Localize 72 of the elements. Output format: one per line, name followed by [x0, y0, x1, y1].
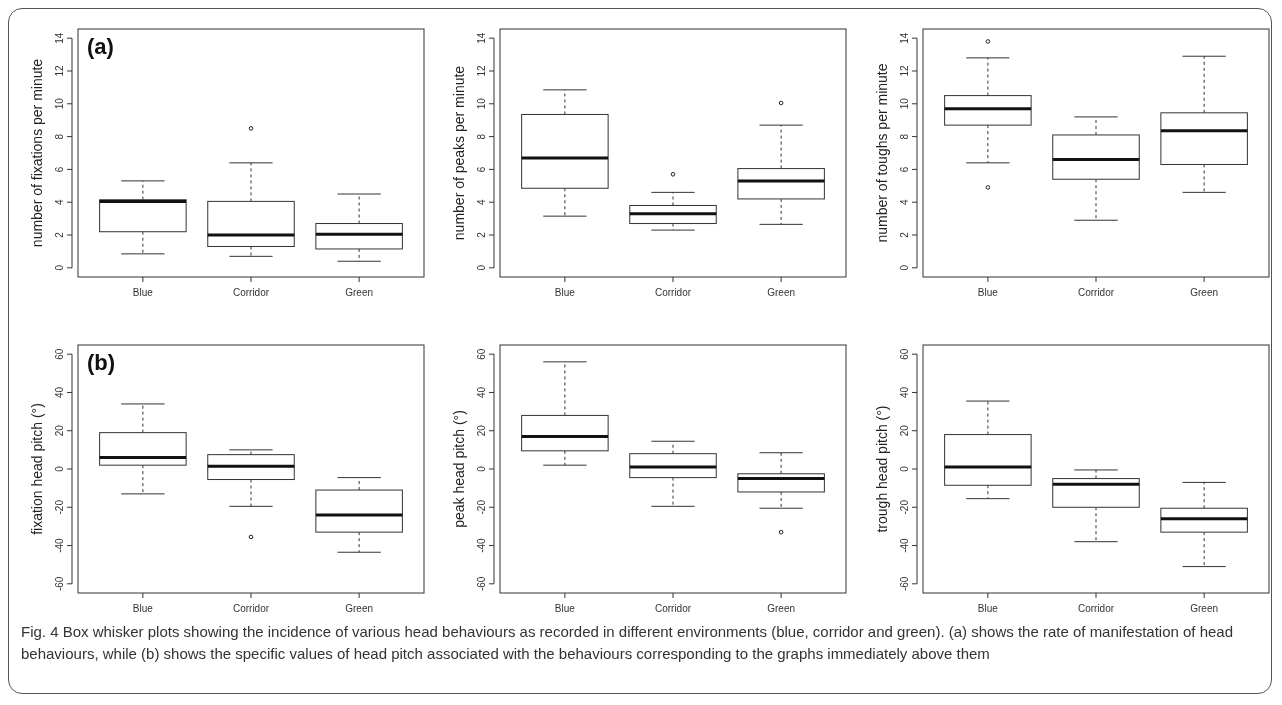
y-tick-label: -20	[899, 499, 910, 515]
y-tick-label: 2	[54, 231, 65, 238]
y-axis-title: number of fixations per minute	[29, 58, 45, 248]
y-tick-label: 60	[54, 348, 65, 360]
y-tick-label: 6	[476, 166, 487, 173]
y-tick-label: 8	[899, 133, 910, 140]
x-tick-label: Corridor	[1077, 287, 1115, 298]
caption: Fig. 4 Box whisker plots showing the incidence of various head behaviours as recorded in different environments (blue, corridor and green). (a) shows the rate of manifestation of head behaviours, while (b) shows the specific values of head pitch associated with the behaviours corresponding to the graphs immediately above them	[21, 622, 1235, 664]
y-tick-label: -60	[54, 576, 65, 592]
y-axis-title: peak head pitch (°)	[451, 410, 467, 528]
x-tick-label: Corridor	[232, 287, 270, 298]
y-tick-label: 0	[899, 264, 910, 271]
y-tick-label: 6	[54, 166, 65, 173]
x-tick-label: Corridor	[654, 287, 692, 298]
annotation: (b)	[87, 350, 116, 375]
y-tick-label: 0	[54, 264, 65, 271]
y-tick-label: 12	[899, 64, 910, 77]
y-tick-label: 60	[899, 348, 910, 360]
y-tick-label: 12	[54, 64, 65, 77]
x-tick-label: Blue	[132, 603, 154, 614]
y-axis-title: trough head pitch (°)	[874, 405, 890, 533]
y-tick-label: 14	[476, 32, 487, 44]
y-tick-label: 10	[476, 97, 487, 110]
y-tick-label: 20	[899, 424, 910, 437]
y-tick-label: 20	[54, 424, 65, 437]
y-tick-label: 60	[476, 348, 487, 360]
y-axis-title: number of peaks per minute	[451, 65, 467, 241]
y-tick-label: 0	[476, 264, 487, 271]
y-axis-title: fixation head pitch (°)	[29, 403, 45, 535]
x-tick-label: Green	[1190, 287, 1219, 298]
y-tick-label: 6	[899, 166, 910, 173]
y-tick-label: -20	[476, 499, 487, 515]
x-tick-label: Green	[345, 603, 374, 614]
x-tick-label: Corridor	[1077, 603, 1115, 614]
x-tick-label: Blue	[132, 287, 154, 298]
y-tick-label: 8	[54, 133, 65, 140]
x-tick-label: Corridor	[654, 603, 692, 614]
x-tick-label: Blue	[977, 603, 999, 614]
y-tick-label: -60	[476, 576, 487, 592]
y-tick-label: -40	[54, 537, 65, 553]
y-tick-label: 20	[476, 424, 487, 437]
y-tick-label: 10	[54, 97, 65, 110]
y-tick-label: 4	[899, 198, 910, 205]
y-tick-label: -20	[54, 499, 65, 515]
y-tick-label: 8	[476, 133, 487, 140]
x-tick-label: Blue	[977, 287, 999, 298]
y-tick-label: 2	[476, 231, 487, 238]
y-tick-label: 4	[54, 198, 65, 205]
y-tick-label: -40	[899, 537, 910, 553]
x-tick-label: Blue	[554, 603, 576, 614]
x-tick-label: Green	[345, 287, 374, 298]
x-tick-label: Green	[1190, 603, 1219, 614]
annotation: (a)	[87, 34, 114, 59]
y-tick-label: 10	[899, 97, 910, 110]
x-tick-label: Green	[767, 287, 796, 298]
y-axis-title: number of toughs per minute	[874, 63, 890, 243]
y-tick-label: 40	[899, 386, 910, 399]
y-tick-label: 40	[476, 386, 487, 399]
y-tick-label: 0	[899, 465, 910, 472]
y-tick-label: 40	[54, 386, 65, 399]
y-tick-label: 0	[476, 465, 487, 472]
y-tick-label: -40	[476, 537, 487, 553]
x-tick-label: Green	[767, 603, 796, 614]
y-tick-label: 14	[54, 32, 65, 44]
x-tick-label: Corridor	[232, 603, 270, 614]
y-tick-label: 4	[476, 198, 487, 205]
y-tick-label: 0	[54, 465, 65, 472]
x-tick-label: Blue	[554, 287, 576, 298]
y-tick-label: -60	[899, 576, 910, 592]
y-tick-label: 14	[899, 32, 910, 44]
y-tick-label: 12	[476, 64, 487, 77]
y-tick-label: 2	[899, 231, 910, 238]
